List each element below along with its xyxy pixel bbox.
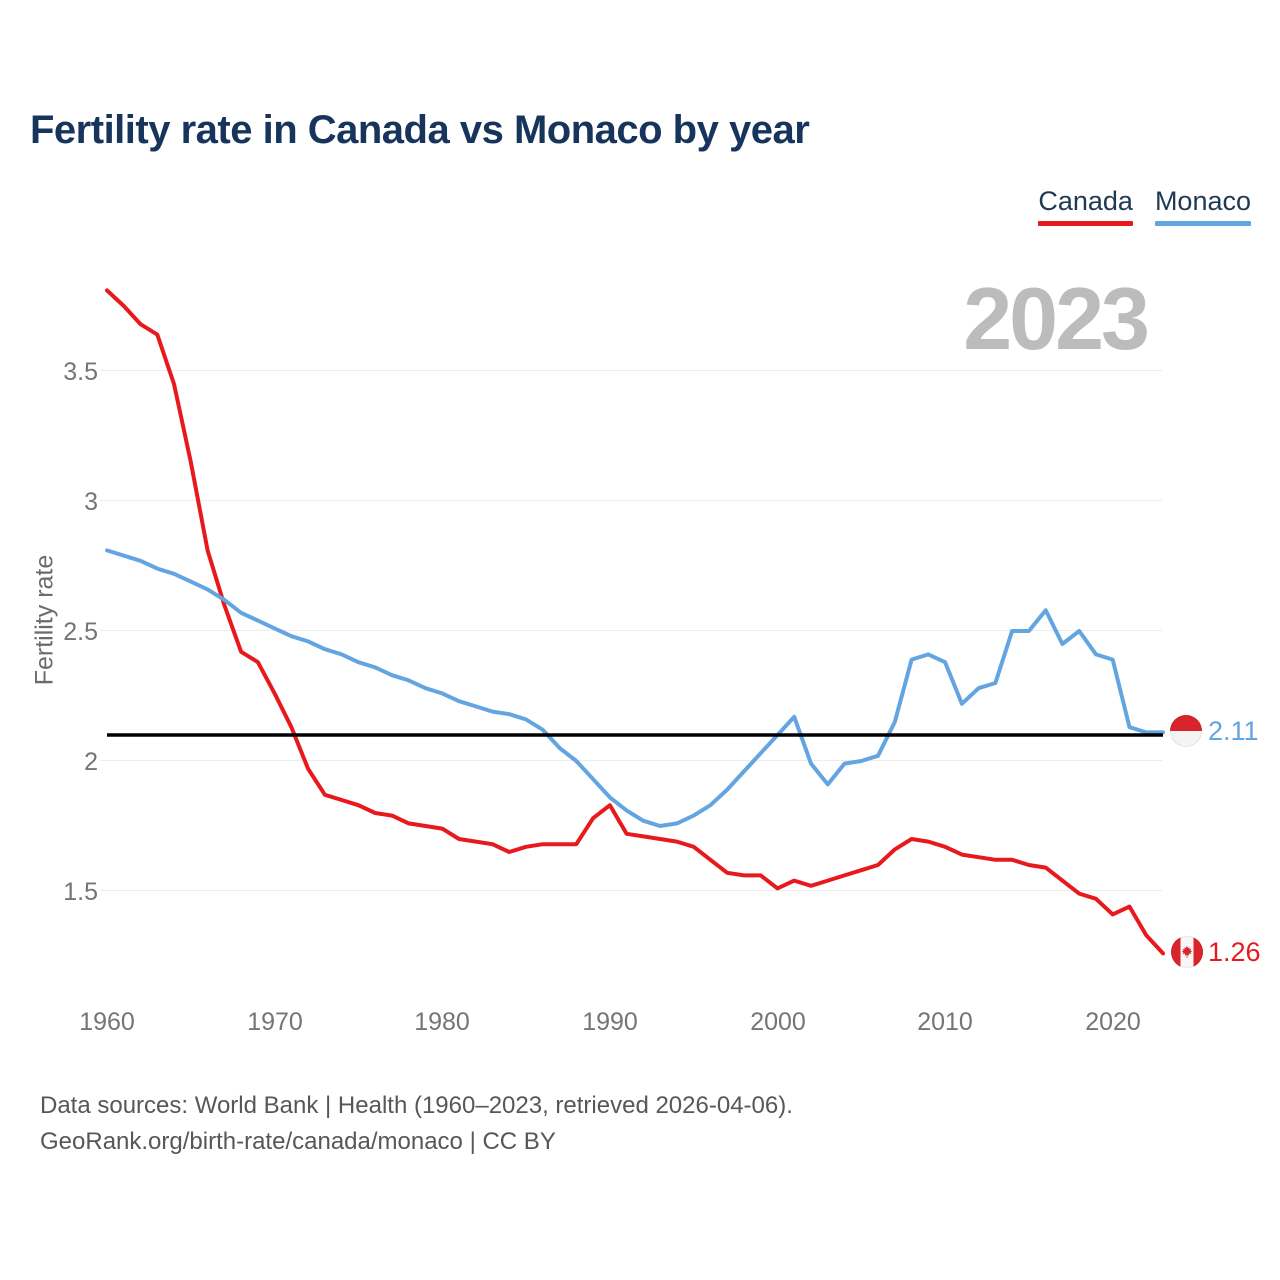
series-line-canada (105, 288, 1165, 956)
canada-end-value: 1.26 (1208, 937, 1261, 967)
x-axis-tick-label: 2010 (917, 1008, 973, 1036)
legend-item-monaco[interactable]: Monaco (1154, 186, 1251, 226)
x-axis-tick-label: 2020 (1085, 1008, 1141, 1036)
monaco-end-value: 2.11 (1208, 716, 1259, 746)
legend-label-canada: Canada (1038, 186, 1133, 216)
year-watermark: 2023 (963, 269, 1150, 368)
y-axis-tick-label: 1.5 (63, 878, 98, 906)
y-axis-title: Fertility rate (30, 554, 59, 686)
gridline (100, 500, 1162, 501)
attribution-note: GeoRank.org/birth-rate/canada/monaco | C… (40, 1128, 556, 1155)
y-axis-tick-label: 2 (84, 748, 98, 776)
canada-flag-icon (1171, 936, 1203, 968)
gridline (100, 890, 1162, 891)
legend-color-monaco (1154, 221, 1251, 226)
x-axis-tick-label: 1990 (582, 1008, 638, 1036)
gridline (100, 630, 1162, 631)
data-source-note: Data sources: World Bank | Health (1960–… (40, 1092, 793, 1119)
y-axis-tick-label: 3 (84, 488, 98, 516)
legend: Canada Monaco (1038, 186, 1251, 226)
y-axis-tick-label: 2.5 (63, 618, 98, 646)
x-axis-tick-label: 2000 (750, 1008, 806, 1036)
page-title: Fertility rate in Canada vs Monaco by ye… (30, 108, 810, 152)
legend-label-monaco: Monaco (1154, 186, 1251, 216)
y-axis-tick-label: 3.5 (63, 358, 98, 386)
legend-color-canada (1038, 221, 1133, 226)
x-axis-tick-label: 1980 (414, 1008, 470, 1036)
x-axis-tick-label: 1970 (247, 1008, 303, 1036)
x-axis-tick-label: 1960 (79, 1008, 135, 1036)
gridline (100, 760, 1162, 761)
maple-leaf-icon (1181, 945, 1193, 958)
series-line-monaco (105, 548, 1165, 828)
legend-item-canada[interactable]: Canada (1038, 186, 1133, 226)
monaco-flag-icon (1170, 715, 1202, 747)
gridline (100, 370, 1162, 371)
